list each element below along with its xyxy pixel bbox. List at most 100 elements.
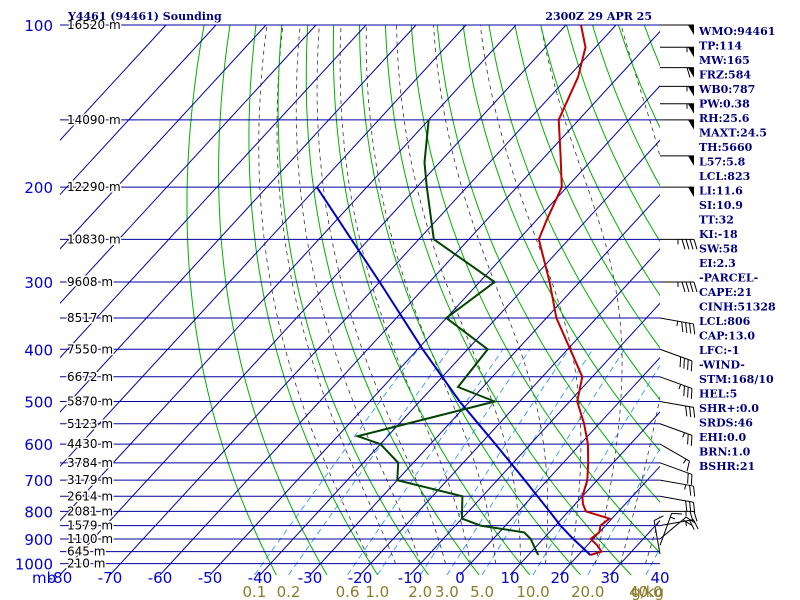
wind-barb-half [683,458,687,464]
isotherm-line [359,248,660,575]
index-item: CAPE:21 [699,286,752,299]
temperature-tick-label: -30 [298,569,323,587]
wind-barb [659,376,693,399]
height-label: 3179 m [67,473,113,487]
height-label: 14090 m [67,113,121,127]
wind-barb-staff [653,520,661,555]
wind-barb-flag [689,485,692,496]
index-item: EI:2.3 [699,257,736,270]
wind-barb-flag [693,511,698,522]
height-label: 4430 m [67,437,113,451]
wind-barb-staff [659,348,693,362]
wind-barb-pennant [688,47,694,58]
wind-barb-flag [687,433,689,445]
pressure-tick-label: 300 [24,274,53,292]
dry-adiabat-line [514,25,660,349]
pressure-tick-label: 600 [24,436,53,454]
wind-barb-staff [659,513,673,546]
wind-barb-staff [659,462,693,475]
dewpoint-trace [354,119,540,556]
wind-barb [659,317,696,335]
isotherm-line [259,139,660,575]
wind-barb-staff [659,376,693,389]
isotherm-line [60,25,567,575]
wind-barb-flag [681,281,686,293]
index-item: FRZ:584 [699,69,751,82]
wind-barb-staff [659,423,693,436]
pressure-tick-label: 400 [24,341,53,359]
mixing-ratio-line [419,349,570,575]
wind-barb-flag [683,358,685,369]
temperature-tick-label: -50 [198,569,223,587]
wind-barb-half [682,432,685,438]
isotherm-line [60,25,517,522]
wind-barb-staff [659,519,694,527]
isotherm-line [60,25,167,141]
dry-adiabat-line [359,25,581,575]
dry-adiabat-line [436,25,660,503]
wind-barb-flag [687,473,689,484]
wind-barb-pennant [688,119,694,130]
index-item: KI:-18 [699,228,738,241]
dry-adiabat-line [218,25,328,575]
wind-barb-staff [659,516,687,540]
pressure-tick-label: 100 [24,17,53,35]
isotherm-line [509,411,660,575]
wind-barb-pennant [688,187,694,198]
index-item: TT:32 [699,214,734,227]
index-item: RH:25.6 [699,112,750,125]
wind-barb-half [676,321,679,327]
temperature-trace [537,25,612,556]
temperature-tick-label: -60 [148,569,173,587]
pressure-tick-label: 800 [24,503,53,521]
mixing-ratio-line [376,349,531,575]
isotherm-line [60,25,367,359]
wind-barb-flag [693,519,699,530]
pressure-tick-label: 1000 [15,556,53,574]
wind-barb [660,186,694,198]
wind-barb-flag [682,519,692,526]
wind-barb-flag [692,407,696,418]
wind-barb [659,348,693,372]
index-item: L57:5.8 [699,156,746,169]
temperature-tick-label: -40 [248,569,273,587]
wind-barb-staff [659,400,694,408]
wind-barb [660,85,694,97]
height-label: 2081 m [67,504,113,518]
index-item: BSHR:21 [699,460,755,473]
wind-barb-pennant [688,86,694,97]
height-label: 6672 m [67,370,113,384]
mixing-ratio-tick-label: 3.0 [435,583,459,600]
wind-barb-flag [689,323,692,334]
index-item: CINH:51328 [699,301,776,314]
wind-barb-flag [683,385,685,397]
height-label: 645 m [67,545,105,559]
wind-barb-staff [659,317,694,325]
index-item: SI:10.9 [699,199,743,212]
temperature-tick-label: -10 [398,569,423,587]
mixing-ratio-tick-label: 20.0 [571,583,604,600]
isotherm-line [559,465,660,575]
index-item: TH:5660 [699,141,753,154]
wind-barb-flag [690,360,693,372]
isotherm-line [60,25,417,413]
wind-barb-half [678,384,682,390]
mixing-ratio-tick-label: 10.0 [516,583,549,600]
dry-adiabat-line [248,25,379,575]
height-label: 8517 m [67,311,113,325]
index-item: SHR+:0.0 [699,402,759,415]
profiles [315,25,612,556]
height-label: 210 m [67,557,105,571]
wind-barb-half [685,520,687,527]
wind-barb-pennant [688,103,694,114]
mixing-ratio-unit-label: g/kg [631,583,664,600]
valid-time: 2300Z 29 APR 25 [545,10,652,23]
wind-barb-half [684,484,687,490]
wind-barb-flag [692,486,696,497]
pressure-tick-label: 500 [24,393,53,411]
wind-barb-flag [679,356,682,368]
wind-barb-flag [689,501,692,512]
wind-barb-flag [685,322,688,333]
dry-adiabat-line [774,25,800,575]
wind-barb-staff [659,479,694,487]
